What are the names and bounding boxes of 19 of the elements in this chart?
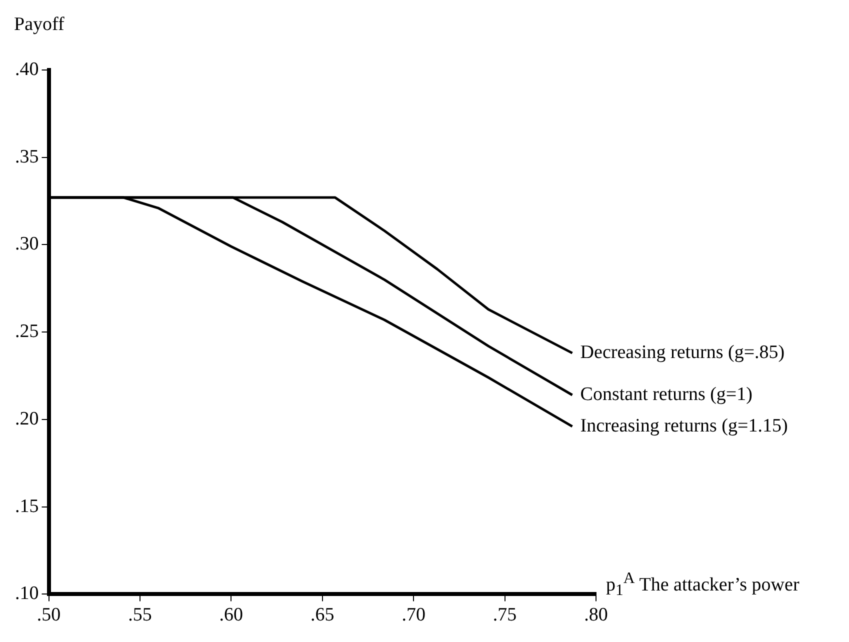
- x-axis-title: p$_{1}$$^{A}$ The attacker’s power: [606, 569, 800, 602]
- x-tick-label: .50: [36, 604, 61, 626]
- y-tick-label: .40: [15, 58, 39, 80]
- series-label: Decreasing returns (g=.85): [580, 342, 785, 364]
- series-label: Constant returns (g=1): [580, 384, 752, 405]
- series-label: Increasing returns (g=1.15): [580, 415, 788, 436]
- x-tick-label: .55: [128, 604, 152, 626]
- x-tick-label: .70: [402, 604, 426, 626]
- y-tick-label: .10: [15, 583, 39, 604]
- x-tick-label: .60: [219, 604, 244, 626]
- x-tick-label: .75: [492, 604, 517, 626]
- y-tick-label: .25: [15, 321, 39, 342]
- y-axis-title: Payoff: [14, 14, 64, 36]
- y-tick-label: .20: [15, 408, 39, 430]
- y-tick-label: .15: [15, 496, 39, 517]
- y-tick-label: .35: [15, 146, 39, 168]
- x-tick-label: .65: [310, 604, 334, 626]
- y-tick-label: .30: [15, 234, 39, 255]
- x-tick-label: .80: [584, 604, 608, 626]
